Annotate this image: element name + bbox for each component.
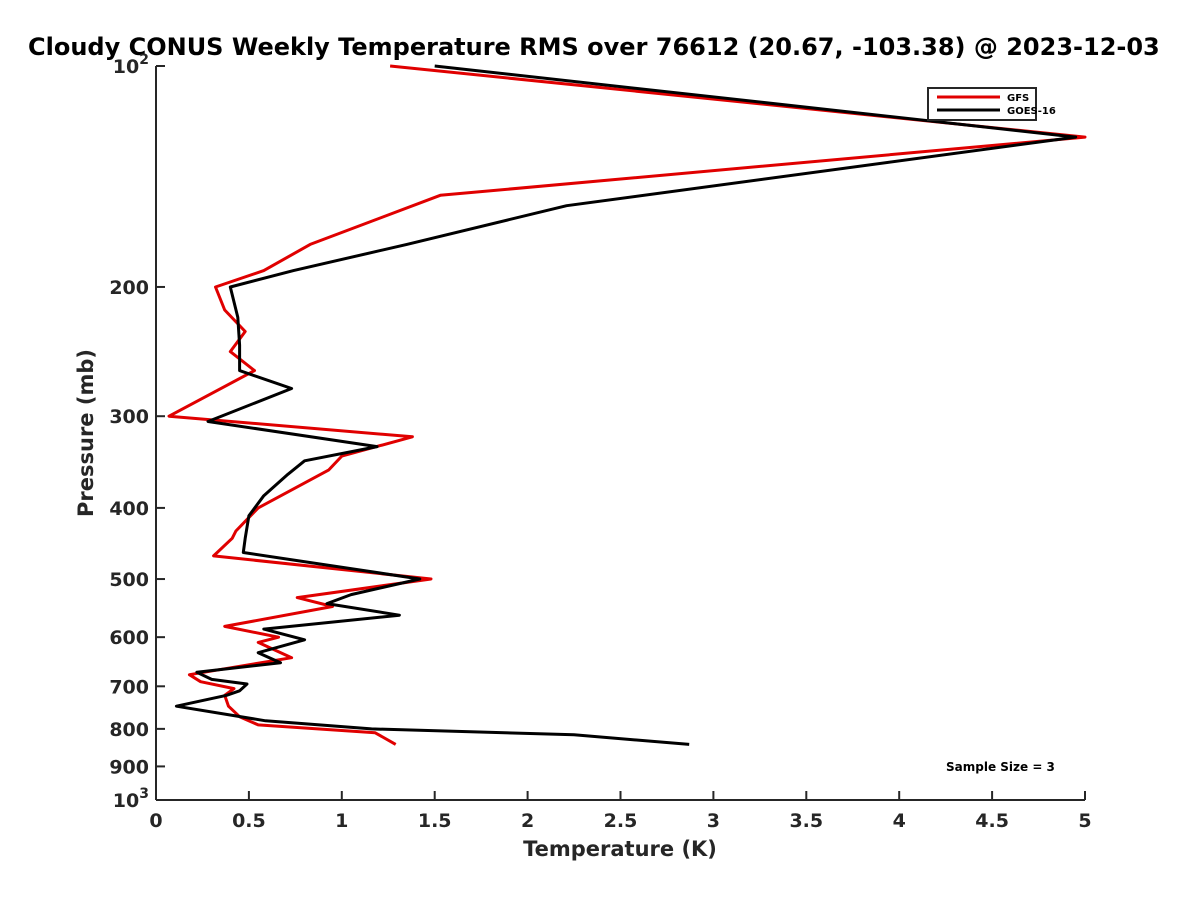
y-tick-label: 400: [109, 498, 149, 520]
legend-label-goes-16: GOES-16: [1007, 106, 1056, 117]
y-axis-label: Pressure (mb): [74, 349, 98, 517]
legend-box: [927, 87, 1037, 121]
y-tick-label: 900: [109, 756, 149, 778]
x-tick-label: 4: [893, 810, 906, 832]
y-tick-label: 800: [109, 719, 149, 741]
legend: GFS GOES-16: [927, 87, 1056, 121]
x-tick-label: 0.5: [232, 810, 266, 832]
x-tick-label: 3.5: [789, 810, 823, 832]
legend-label-gfs: GFS: [1007, 93, 1029, 104]
x-tick-label: 2: [521, 810, 534, 832]
series-layer: [167, 64, 1087, 746]
y-tick-label: 300: [109, 406, 149, 428]
y-tick-label: 600: [109, 627, 149, 649]
sample-size-annotation: Sample Size = 3: [946, 760, 1055, 774]
y-tick-label: 102: [113, 52, 149, 78]
y-tick-label: 103: [113, 786, 149, 812]
x-tick-label: 4.5: [975, 810, 1009, 832]
x-tick-label: 0: [149, 810, 162, 832]
x-axis-label: Temperature (K): [523, 837, 717, 861]
series-line-goes-16: [174, 64, 1078, 746]
x-tick-label: 1.5: [418, 810, 452, 832]
y-tick-label: 700: [109, 676, 149, 698]
series-line-gfs: [167, 64, 1087, 746]
y-tick-label: 200: [109, 277, 149, 299]
chart-title: Cloudy CONUS Weekly Temperature RMS over…: [28, 33, 1160, 61]
y-tick-label: 500: [109, 569, 149, 591]
x-tick-label: 5: [1078, 810, 1091, 832]
x-tick-label: 2.5: [604, 810, 638, 832]
x-tick-label: 1: [335, 810, 348, 832]
axes: 0 0.5 1 1.5 2 2.5 3 3.5 4 4.5 5 102 200 300 400 500 600 7…: [109, 52, 1091, 832]
x-tick-label: 3: [707, 810, 720, 832]
